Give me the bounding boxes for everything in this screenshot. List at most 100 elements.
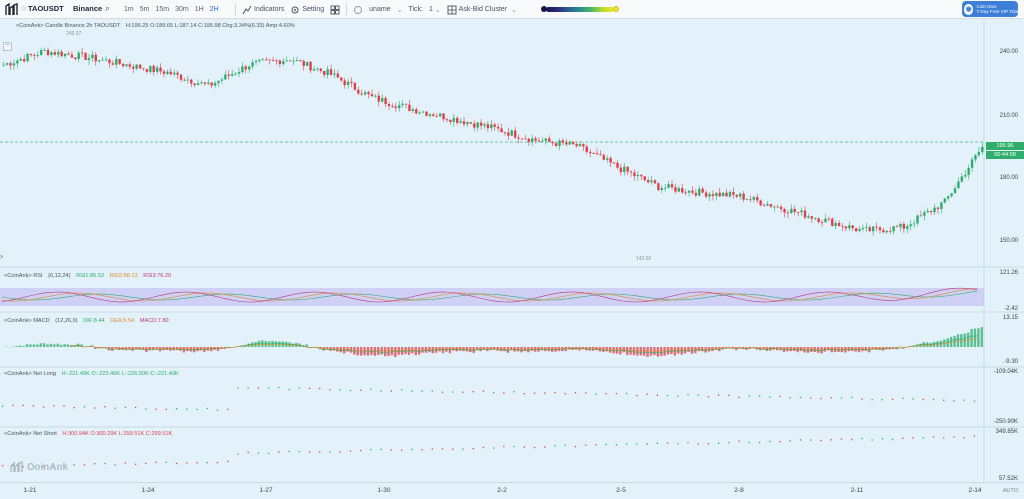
indicators-button[interactable]: Indicators [239,0,287,19]
macd-bar [32,344,36,347]
net-long-point [677,395,679,397]
promo-line2: 7-Day Free VIP Trial [976,9,1018,14]
search-icon[interactable]: ⌕ [105,3,111,13]
candle-body [616,162,619,168]
uname-label: uname [369,6,391,13]
candle-body [104,59,108,61]
rsi-legend: <CoinAnk> RSI (6,12,24) RSI1:86.52 RSI2:… [4,273,175,279]
macd-bar [36,344,39,347]
candle-body [230,74,234,76]
net-short-point [370,449,372,451]
net-long-point [820,397,822,400]
timeframe-1h[interactable]: 1H [194,6,204,13]
macd-bar [80,344,83,347]
net-short-axis-bottom: 57.52K [998,476,1018,482]
candle-body [561,140,565,143]
candle-body [128,64,132,67]
chevron-right-icon[interactable]: › [0,251,3,261]
cluster-dropdown[interactable]: Ask-Bid Cluster ⌄ [444,0,520,19]
candle-body [248,66,251,70]
candle-body [960,176,964,182]
net-short-point [257,452,260,454]
timeframe-30m[interactable]: 30m [175,6,189,13]
time-axis[interactable]: 1-21 1-24 1-27 1-30 2-2 2-5 2-8 2-11 2-1… [0,482,1024,499]
net-short-point [124,462,127,464]
symbol-name[interactable]: TAOUSDT [28,4,64,13]
layout-button[interactable] [327,0,343,19]
net-long-point [687,393,689,396]
candle-body [132,66,135,69]
setting-button[interactable]: Setting [287,0,327,19]
candle-body [766,204,769,206]
candle-body [687,190,691,193]
timeframe-5m[interactable]: 5m [139,6,150,13]
net-long-point [329,389,331,391]
net-long-point [932,398,935,401]
net-long-point [400,389,403,391]
net-short-point [943,437,945,439]
candle-body [329,69,333,75]
net-short-point [32,465,34,468]
candle-body [582,144,585,147]
macd-title: <CoinAnk> MACD [4,318,50,324]
candle-body [142,68,145,70]
net-short-point [53,465,55,467]
candle-body [575,144,578,147]
net-long-point [441,391,444,393]
timeframe-1m[interactable]: 1m [124,6,134,13]
collapse-pane-button[interactable]: − [3,42,12,51]
favorite-star-icon[interactable]: ☆ [20,4,28,13]
candle-body [916,215,919,224]
net-long-point [267,387,270,389]
candle-body [227,74,230,76]
net-long-point [421,390,423,392]
macd-bar [431,347,435,354]
candle-body [640,174,643,177]
candle-body [295,60,299,62]
macd-bar [397,347,400,355]
net-short-point [564,444,566,446]
net-short-point [73,464,75,466]
candle-body [653,180,657,184]
net-short-point [615,444,618,446]
candle-body [60,51,63,57]
macd-bar [963,333,966,347]
macd-bar [806,347,810,353]
candle-body [663,187,667,189]
cluster-label: Ask-Bid Cluster [458,6,507,13]
candle-body [895,226,899,228]
macd-bar [46,344,49,347]
net-long-point [257,387,260,389]
exchange-name[interactable]: Binance [73,4,103,13]
candle-body [871,226,875,232]
candle-body [343,80,346,86]
heatmap-color-scale[interactable] [546,7,614,12]
net-long-point [646,393,648,395]
chart-canvas[interactable] [0,20,1024,482]
auto-scale-button[interactable]: AUTO [1002,488,1018,494]
candle-body [40,50,43,56]
candle-body [125,64,128,67]
candle-body [524,138,527,140]
candle-body [636,174,640,177]
candle-body [629,171,633,173]
net-long-point [861,398,863,400]
macd-bar [59,344,63,347]
net-long-point [636,394,638,397]
macd-bar [475,347,479,350]
chart-area[interactable]: − <CoinAnk> Candle Binance 2h TAOUSDT H:… [0,20,1024,482]
heatmap-min-handle[interactable] [541,6,547,12]
uname-dropdown[interactable]: uname ⌄ [350,0,405,19]
heatmap-max-handle[interactable] [613,6,619,12]
time-axis-label: 2-14 [968,487,982,494]
macd-bar [482,347,486,350]
vip-trial-button[interactable]: ◉ Coin Now 7-Day Free VIP Trial [962,1,1018,17]
macd-bar [257,340,261,347]
timeframe-2h[interactable]: 2H [209,6,219,13]
net-long-point [523,393,525,395]
app-logo-icon[interactable] [3,2,19,17]
candle-body [953,188,957,194]
net-long-point [145,408,147,410]
tick-dropdown[interactable]: Tick: 1 ⌄ [405,0,443,19]
timeframe-15m[interactable]: 15m [155,6,170,13]
